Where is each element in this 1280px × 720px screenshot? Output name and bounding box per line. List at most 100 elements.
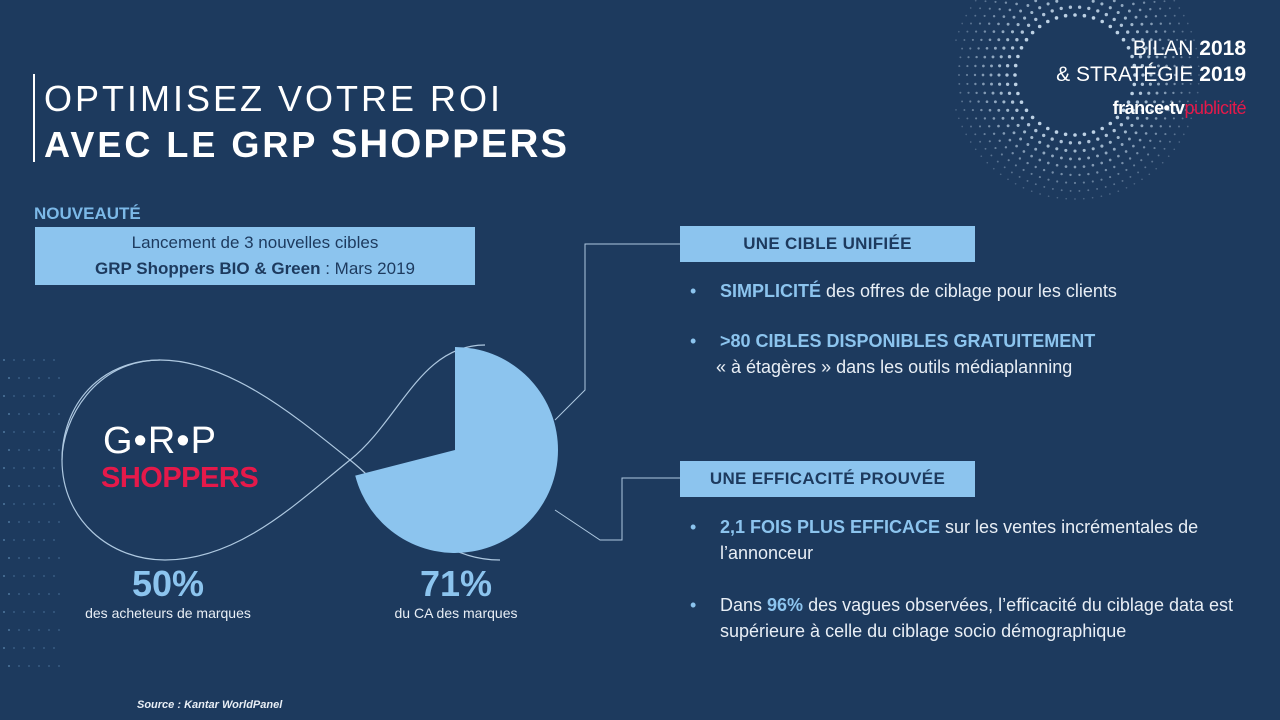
- decor-dot: [3, 575, 5, 577]
- decor-dot: [43, 467, 45, 469]
- decor-dot: [1161, 100, 1165, 104]
- decor-dot: [1055, 163, 1059, 167]
- decor-dot: [1141, 178, 1143, 181]
- decor-dot: [18, 449, 20, 451]
- decor-dot: [1196, 91, 1199, 94]
- decor-dot: [961, 47, 964, 50]
- decor-dot: [1154, 30, 1158, 33]
- decor-dot: [1163, 55, 1167, 59]
- decor-dot: [1198, 74, 1200, 76]
- brand-line1: BILAN 2018: [1132, 37, 1246, 60]
- decor-dot: [48, 413, 50, 415]
- decor-dot: [1178, 125, 1180, 128]
- decor-dot: [1159, 125, 1163, 128]
- decor-dot: [993, 46, 997, 50]
- decor-dot: [28, 449, 30, 451]
- decor-dot: [1008, 138, 1012, 142]
- decor-dot: [1007, 55, 1012, 59]
- decor-dot: [43, 611, 45, 613]
- brand-block: BILAN 2018 & STRATÉGIE 2019 france•tvpub…: [1056, 36, 1246, 119]
- decor-dot: [974, 82, 977, 86]
- decor-dot: [1020, 116, 1024, 120]
- decor-dot: [1173, 64, 1176, 68]
- decor-dot: [1012, 15, 1016, 19]
- decor-dot: [33, 395, 35, 397]
- decor-dot: [1159, 22, 1163, 25]
- decor-dot: [1173, 73, 1177, 77]
- decor-dot: [1136, 152, 1139, 155]
- decor-dot: [1069, 189, 1072, 192]
- decor-dot: [1115, 30, 1120, 35]
- decor-dot: [988, 140, 991, 143]
- decor-dot: [1042, 151, 1046, 155]
- decor-dot: [1140, 38, 1144, 42]
- decor-dot: [1140, 159, 1143, 162]
- decor-dot: [1051, 171, 1054, 174]
- decor-dot: [1164, 133, 1167, 136]
- decor-dot: [1006, 22, 1010, 26]
- decor-dot: [1188, 91, 1191, 94]
- decor-dot: [955, 39, 957, 41]
- decor-dot: [1019, 9, 1023, 13]
- decor-dot: [1073, 133, 1077, 137]
- decor-dot: [28, 485, 30, 487]
- decor-dot: [966, 82, 969, 85]
- decor-dot: [33, 647, 35, 649]
- bullet-efficace: • 2,1 FOIS PLUS EFFICACE sur les ventes …: [690, 514, 1250, 566]
- decor-dot: [985, 46, 989, 50]
- decor-dot: [1019, 46, 1024, 50]
- decor-dot: [1134, 15, 1138, 19]
- decor-dot: [975, 117, 978, 120]
- decor-dot: [1112, 17, 1116, 22]
- decor-dot: [1007, 178, 1009, 181]
- decor-dot: [1018, 157, 1022, 160]
- decor-dot: [1163, 0, 1166, 3]
- decor-dot: [1030, 115, 1035, 120]
- decor-dot: [1022, 186, 1025, 189]
- decor-dot: [1100, 2, 1104, 6]
- decor-dot: [978, 125, 982, 128]
- decor-dot: [8, 665, 10, 667]
- decor-dot: [1078, 189, 1081, 192]
- decor-dot: [1172, 117, 1175, 120]
- decor-dot: [1087, 172, 1090, 176]
- decor-dot: [985, 100, 989, 104]
- decor-dot: [1073, 181, 1077, 185]
- decor-dot: [1145, 116, 1149, 120]
- decor-dot: [23, 395, 25, 397]
- decor-dot: [979, 7, 982, 10]
- decor-dot: [1002, 100, 1006, 104]
- decor-dot: [1181, 82, 1184, 85]
- decor-dot: [1082, 13, 1087, 18]
- decor-dot: [1132, 63, 1137, 68]
- decor-dot: [1006, 38, 1010, 42]
- decor-dot: [966, 65, 969, 68]
- decor-dot: [1173, 0, 1176, 2]
- decor-dot: [1100, 195, 1103, 198]
- decor-dot: [1116, 135, 1120, 140]
- decor-dot: [990, 64, 993, 68]
- decor-dot: [1046, 126, 1050, 131]
- decor-dot: [58, 449, 60, 451]
- decor-dot: [1060, 172, 1063, 176]
- decor-dot: [988, 108, 992, 112]
- decor-dot: [13, 647, 15, 649]
- decor-dot: [1172, 91, 1175, 95]
- decor-dot: [1172, 55, 1175, 59]
- decor-dot: [1020, 30, 1024, 34]
- decor-dot: [1147, 153, 1150, 156]
- decor-dot: [1140, 124, 1144, 128]
- decor-dot: [28, 629, 30, 631]
- shoppers-logo-text: SHOPPERS: [101, 462, 259, 494]
- decor-dot: [1034, 165, 1037, 169]
- decor-dot: [1170, 100, 1173, 103]
- decor-dot: [1168, 7, 1171, 10]
- decor-dot: [1073, 149, 1077, 153]
- decor-dot: [1190, 117, 1193, 120]
- decor-dot: [996, 160, 999, 163]
- decor-dot: [1010, 46, 1015, 50]
- decor-dot: [997, 108, 1001, 112]
- bullet-vagues: • Dans 96% des vagues observées, l’effic…: [690, 592, 1250, 644]
- decor-dot: [1104, 168, 1108, 172]
- decor-dot: [1153, 147, 1156, 150]
